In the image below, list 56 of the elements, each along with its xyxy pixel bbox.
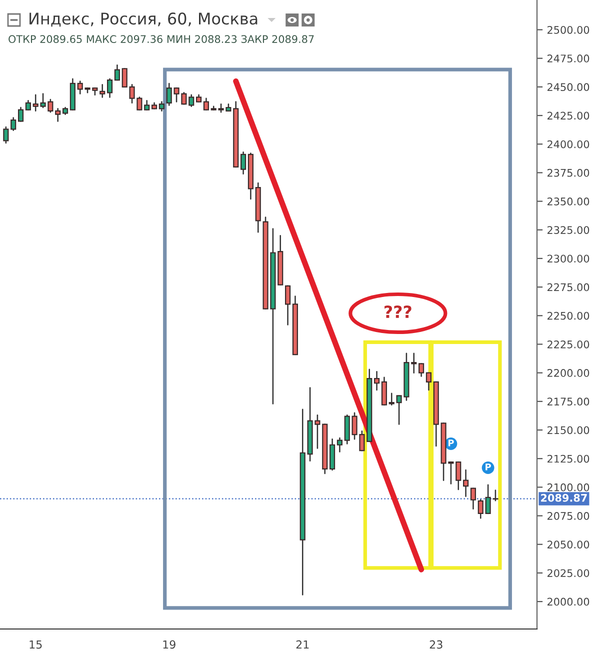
- candlestick: [456, 461, 462, 490]
- y-tick-label: 2075.00: [547, 512, 590, 520]
- candlestick: [106, 78, 113, 98]
- y-tick-label: 2125.00: [547, 454, 590, 463]
- y-tick-label: 2000.00: [547, 598, 590, 606]
- candlestick: [426, 372, 432, 391]
- text: ОТКР 2089.65 МАКС 2097.36 МИН 2088.23 ЗАКР 2089.87: [8, 35, 314, 44]
- candlestick: [388, 392, 394, 406]
- y-tick-label: 2150.00: [547, 426, 590, 434]
- y-tick-label: 2175.00: [547, 398, 590, 406]
- y-tick-label: 2250.00: [547, 312, 590, 320]
- x-tick-label: 21: [296, 640, 309, 649]
- candlestick: [470, 488, 476, 510]
- candlestick: [158, 101, 164, 112]
- candlestick: [10, 117, 16, 131]
- y-tick-label: 2425.00: [547, 112, 590, 120]
- y-tick-label: 2025.00: [547, 569, 590, 578]
- x-tick-label: 23: [430, 640, 442, 649]
- candlestick: [25, 100, 31, 110]
- y-tick-label: 2325.00: [547, 226, 590, 234]
- y-tick-label: 2275.00: [547, 283, 590, 292]
- candlestick: [418, 363, 424, 377]
- candlestick: [411, 352, 417, 374]
- candlestick: [114, 64, 120, 81]
- annotation: ???: [384, 305, 412, 318]
- candlestick: [478, 499, 484, 519]
- x-tick-label: 15: [30, 640, 42, 649]
- candlestick: [188, 94, 194, 107]
- data-label: P: [486, 464, 491, 470]
- candlestick: [3, 126, 9, 144]
- candlestick: [240, 151, 246, 174]
- text: Индекс, Россия, 60, Москва: [30, 12, 258, 27]
- y-tick-label: 2500.00: [547, 26, 590, 34]
- y-tick-label: 2475.00: [547, 54, 590, 62]
- candlestick: [18, 106, 24, 122]
- y-tick-label: 2450.00: [547, 83, 590, 92]
- candlestick: [144, 100, 150, 110]
- y-tick-label: 2050.00: [547, 540, 590, 548]
- y-tick-label: 2225.00: [547, 340, 590, 348]
- y-tick-label: 2100.00: [547, 483, 590, 492]
- y-tick-label: 2350.00: [547, 198, 590, 206]
- candlestick: [55, 108, 61, 122]
- y-tick-label: 2300.00: [547, 254, 590, 263]
- x-tick-label: 19: [163, 640, 176, 649]
- candlestick: [463, 469, 469, 497]
- y-tick-label: 2400.00: [547, 140, 590, 148]
- y-tick-label: 2200.00: [547, 369, 590, 377]
- candlestick: [285, 285, 291, 326]
- candlestick: [381, 376, 387, 406]
- candlestick: [336, 437, 342, 452]
- ref-line-label: 2089.87: [541, 494, 587, 502]
- candlestick: [374, 371, 380, 391]
- candlestick: [100, 84, 106, 98]
- y-tick-label: 2375.00: [547, 168, 590, 177]
- candlestick: [203, 98, 209, 110]
- data-label: P: [448, 440, 454, 446]
